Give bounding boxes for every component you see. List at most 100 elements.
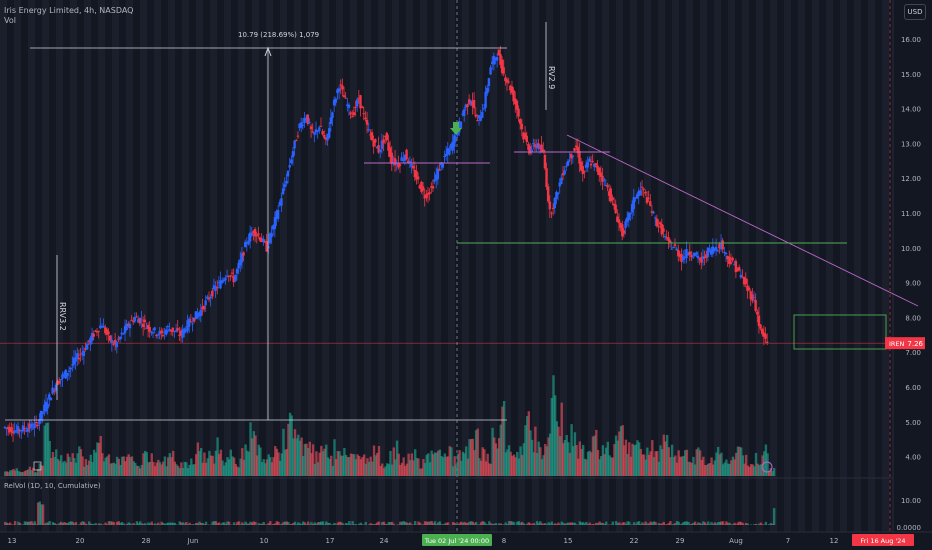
- candle-body: [227, 275, 230, 277]
- bg-stripe: [784, 0, 791, 532]
- volume-bar: [494, 443, 498, 476]
- volume-bar: [618, 431, 621, 476]
- candle-body: [726, 255, 729, 260]
- volume-bar: [629, 456, 633, 476]
- relvol-bar: [227, 521, 231, 525]
- relvol-bar: [486, 524, 489, 525]
- relvol-bar: [715, 523, 718, 525]
- volume-bar: [333, 439, 336, 476]
- measure-arrowhead: [264, 46, 272, 57]
- bg-stripe: [658, 0, 665, 532]
- volume-bar: [659, 445, 662, 476]
- volume-bar: [51, 451, 55, 476]
- relvol-bar: [489, 523, 493, 525]
- candle-body: [499, 53, 502, 65]
- candle-body: [132, 321, 135, 323]
- relvol-bar: [440, 524, 443, 525]
- volume-bar: [150, 453, 153, 476]
- relvol-bar: [580, 522, 583, 525]
- relvol-bar: [53, 522, 56, 525]
- candle-body: [324, 137, 328, 140]
- bg-stripe: [336, 0, 343, 532]
- relvol-bar: [731, 524, 735, 525]
- relvol-bar: [647, 523, 651, 525]
- candle-body: [436, 168, 440, 180]
- candle-body: [87, 340, 90, 342]
- candle-body: [140, 319, 143, 321]
- candle-body: [630, 204, 634, 213]
- relvol-bar: [728, 522, 731, 525]
- relvol-bar: [272, 523, 275, 525]
- price-tick-label: 7.00: [905, 349, 921, 357]
- candle-body: [82, 350, 86, 357]
- volume-bar: [545, 446, 549, 476]
- volume-bar: [609, 457, 613, 476]
- relvol-bar: [603, 523, 606, 525]
- relvol-bar: [624, 523, 628, 525]
- volume-bar: [476, 428, 479, 476]
- volume-bar: [749, 464, 753, 476]
- candle-body: [382, 139, 385, 144]
- volume-bar: [206, 458, 209, 476]
- relvol-bar: [165, 523, 168, 525]
- volume-bar: [152, 461, 155, 476]
- candle-body: [594, 163, 598, 166]
- candle-body: [281, 188, 285, 195]
- candle-body: [85, 344, 89, 350]
- relvol-bar: [115, 521, 119, 525]
- volume-bar: [132, 461, 135, 476]
- relvol-bar: [427, 521, 430, 525]
- relvol-bar: [772, 508, 776, 525]
- relvol-bar: [8, 522, 12, 525]
- volume-bar: [270, 462, 274, 476]
- relvol-bar: [455, 524, 458, 525]
- relvol-bar: [532, 523, 535, 525]
- volume-bar: [53, 456, 56, 476]
- relvol-bar: [738, 521, 741, 525]
- candle-body: [133, 317, 137, 322]
- relvol-bar: [618, 522, 621, 525]
- candle-body: [583, 171, 586, 173]
- volume-bar: [358, 456, 361, 476]
- volume-bar: [619, 426, 623, 476]
- candle-body: [663, 236, 667, 238]
- candle-body: [388, 147, 392, 157]
- relvol-bar: [5, 522, 9, 525]
- candle-body: [701, 256, 705, 260]
- relvol-bar: [297, 522, 300, 525]
- time-tick-label: 12: [830, 537, 839, 545]
- candle-body: [309, 126, 313, 130]
- candle-body: [741, 276, 744, 278]
- volume-bar: [148, 461, 152, 476]
- bg-stripe: [490, 0, 497, 532]
- candle-body: [627, 212, 631, 220]
- volume-bar: [249, 422, 252, 476]
- volume-bar: [507, 445, 511, 476]
- volume-bar: [430, 450, 433, 476]
- candle-body: [709, 249, 713, 255]
- candle-body: [706, 247, 710, 257]
- candle-body: [369, 134, 372, 136]
- relvol-bar: [484, 523, 488, 525]
- candle-body: [602, 179, 606, 181]
- currency-button[interactable]: USD: [904, 4, 926, 20]
- candle-body: [327, 128, 331, 138]
- candle-body: [71, 364, 74, 366]
- candle-body: [484, 91, 487, 108]
- volume-bar: [588, 450, 591, 476]
- bg-stripe: [770, 0, 777, 532]
- volume-bar: [107, 454, 111, 476]
- volume-bar: [36, 468, 40, 476]
- candle-body: [257, 233, 260, 236]
- relvol-bar: [384, 523, 387, 525]
- candle-body: [598, 167, 601, 176]
- candle-body: [370, 132, 374, 141]
- candle-body: [89, 337, 92, 345]
- time-tick-label: 22: [630, 537, 639, 545]
- volume-bar: [667, 447, 670, 476]
- bg-stripe: [308, 0, 315, 532]
- volume-bar: [382, 468, 386, 476]
- candle-body: [260, 238, 263, 242]
- candle-body: [90, 332, 94, 341]
